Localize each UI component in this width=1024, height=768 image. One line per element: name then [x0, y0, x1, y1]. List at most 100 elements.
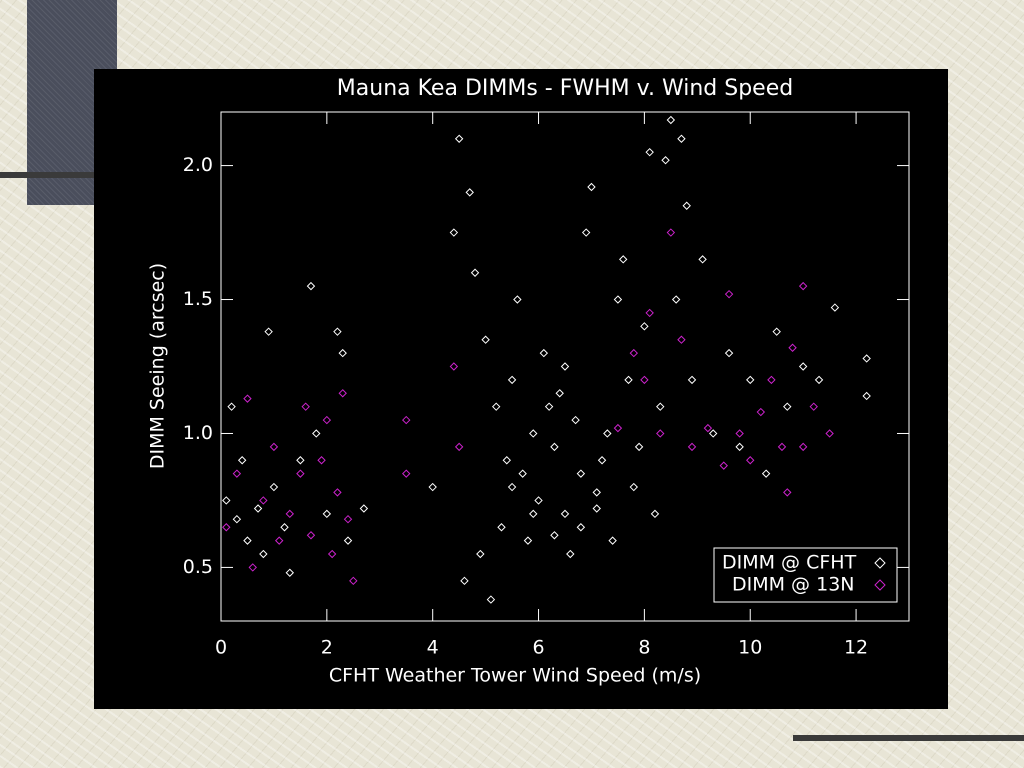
- point: [555, 389, 564, 398]
- point: [232, 469, 242, 478]
- point: [735, 442, 744, 452]
- y-axis-label: DIMM Seeing (arcsec): [147, 263, 169, 469]
- y-tick-label: 1.0: [183, 422, 213, 444]
- point: [539, 348, 549, 358]
- point: [449, 362, 459, 371]
- point: [640, 375, 649, 385]
- point: [349, 576, 358, 586]
- y-tick-label: 0.5: [183, 556, 213, 578]
- point: [259, 496, 268, 505]
- point: [248, 563, 257, 572]
- point: [259, 549, 268, 559]
- legend-label: DIMM @ 13N: [732, 574, 855, 596]
- point: [788, 343, 797, 352]
- point: [491, 402, 501, 411]
- point: [566, 549, 575, 559]
- point: [280, 523, 289, 532]
- decor-line: [793, 735, 1024, 741]
- point: [698, 255, 707, 264]
- point: [322, 415, 332, 425]
- point: [608, 536, 617, 545]
- point: [724, 348, 734, 358]
- point: [671, 295, 681, 304]
- point: [237, 456, 247, 465]
- point: [296, 469, 305, 478]
- point: [708, 429, 718, 438]
- point: [338, 348, 347, 358]
- point: [343, 514, 353, 524]
- point: [587, 182, 596, 192]
- y-tick-label: 1.5: [183, 288, 213, 310]
- point: [285, 568, 295, 577]
- point: [306, 281, 316, 291]
- point: [269, 442, 279, 452]
- point: [592, 488, 601, 497]
- legend-marker: [874, 579, 886, 591]
- x-tick-label: 8: [638, 637, 650, 659]
- point: [777, 442, 787, 452]
- point: [862, 391, 871, 401]
- point: [243, 394, 252, 403]
- point: [402, 415, 411, 425]
- point: [359, 504, 369, 513]
- point: [502, 456, 511, 465]
- x-tick-label: 4: [427, 637, 439, 659]
- point: [513, 295, 522, 304]
- point: [333, 488, 342, 497]
- x-tick-label: 12: [844, 637, 868, 659]
- point: [227, 402, 236, 411]
- point: [830, 303, 840, 312]
- point: [666, 228, 676, 237]
- point: [497, 523, 506, 532]
- point: [666, 115, 676, 125]
- decor-line: [0, 172, 96, 178]
- point: [322, 509, 332, 519]
- plot-frame: [220, 111, 910, 622]
- point: [645, 308, 654, 318]
- point: [428, 482, 437, 492]
- point: [619, 255, 628, 264]
- point: [682, 201, 691, 210]
- point: [624, 375, 633, 385]
- point: [767, 375, 776, 385]
- point: [343, 536, 353, 545]
- point: [476, 549, 485, 559]
- x-tick-label: 10: [738, 637, 762, 659]
- point: [518, 469, 527, 478]
- point: [645, 147, 654, 157]
- point: [275, 536, 284, 545]
- point: [550, 442, 559, 452]
- point: [724, 289, 734, 299]
- point: [264, 327, 273, 336]
- chart-background: [94, 69, 948, 709]
- point: [269, 482, 279, 492]
- point: [592, 504, 601, 513]
- point: [470, 268, 480, 277]
- legend-label: DIMM @ CFHT: [722, 552, 857, 574]
- point: [756, 407, 766, 417]
- point: [571, 415, 580, 425]
- point: [661, 156, 670, 165]
- point: [402, 469, 411, 478]
- point: [507, 375, 517, 385]
- point: [677, 335, 686, 344]
- point: [825, 429, 834, 438]
- point: [634, 442, 644, 452]
- point: [809, 402, 818, 411]
- point: [687, 375, 697, 385]
- point: [735, 429, 744, 438]
- y-tick-label: 2.0: [183, 154, 213, 176]
- point: [783, 402, 792, 411]
- point: [333, 327, 342, 336]
- point: [232, 514, 242, 524]
- point: [597, 456, 607, 465]
- point: [560, 509, 570, 519]
- point: [814, 375, 824, 385]
- point: [243, 536, 252, 545]
- point: [285, 509, 295, 519]
- point: [783, 488, 792, 497]
- point: [798, 362, 808, 371]
- point: [640, 322, 649, 331]
- point: [687, 442, 697, 452]
